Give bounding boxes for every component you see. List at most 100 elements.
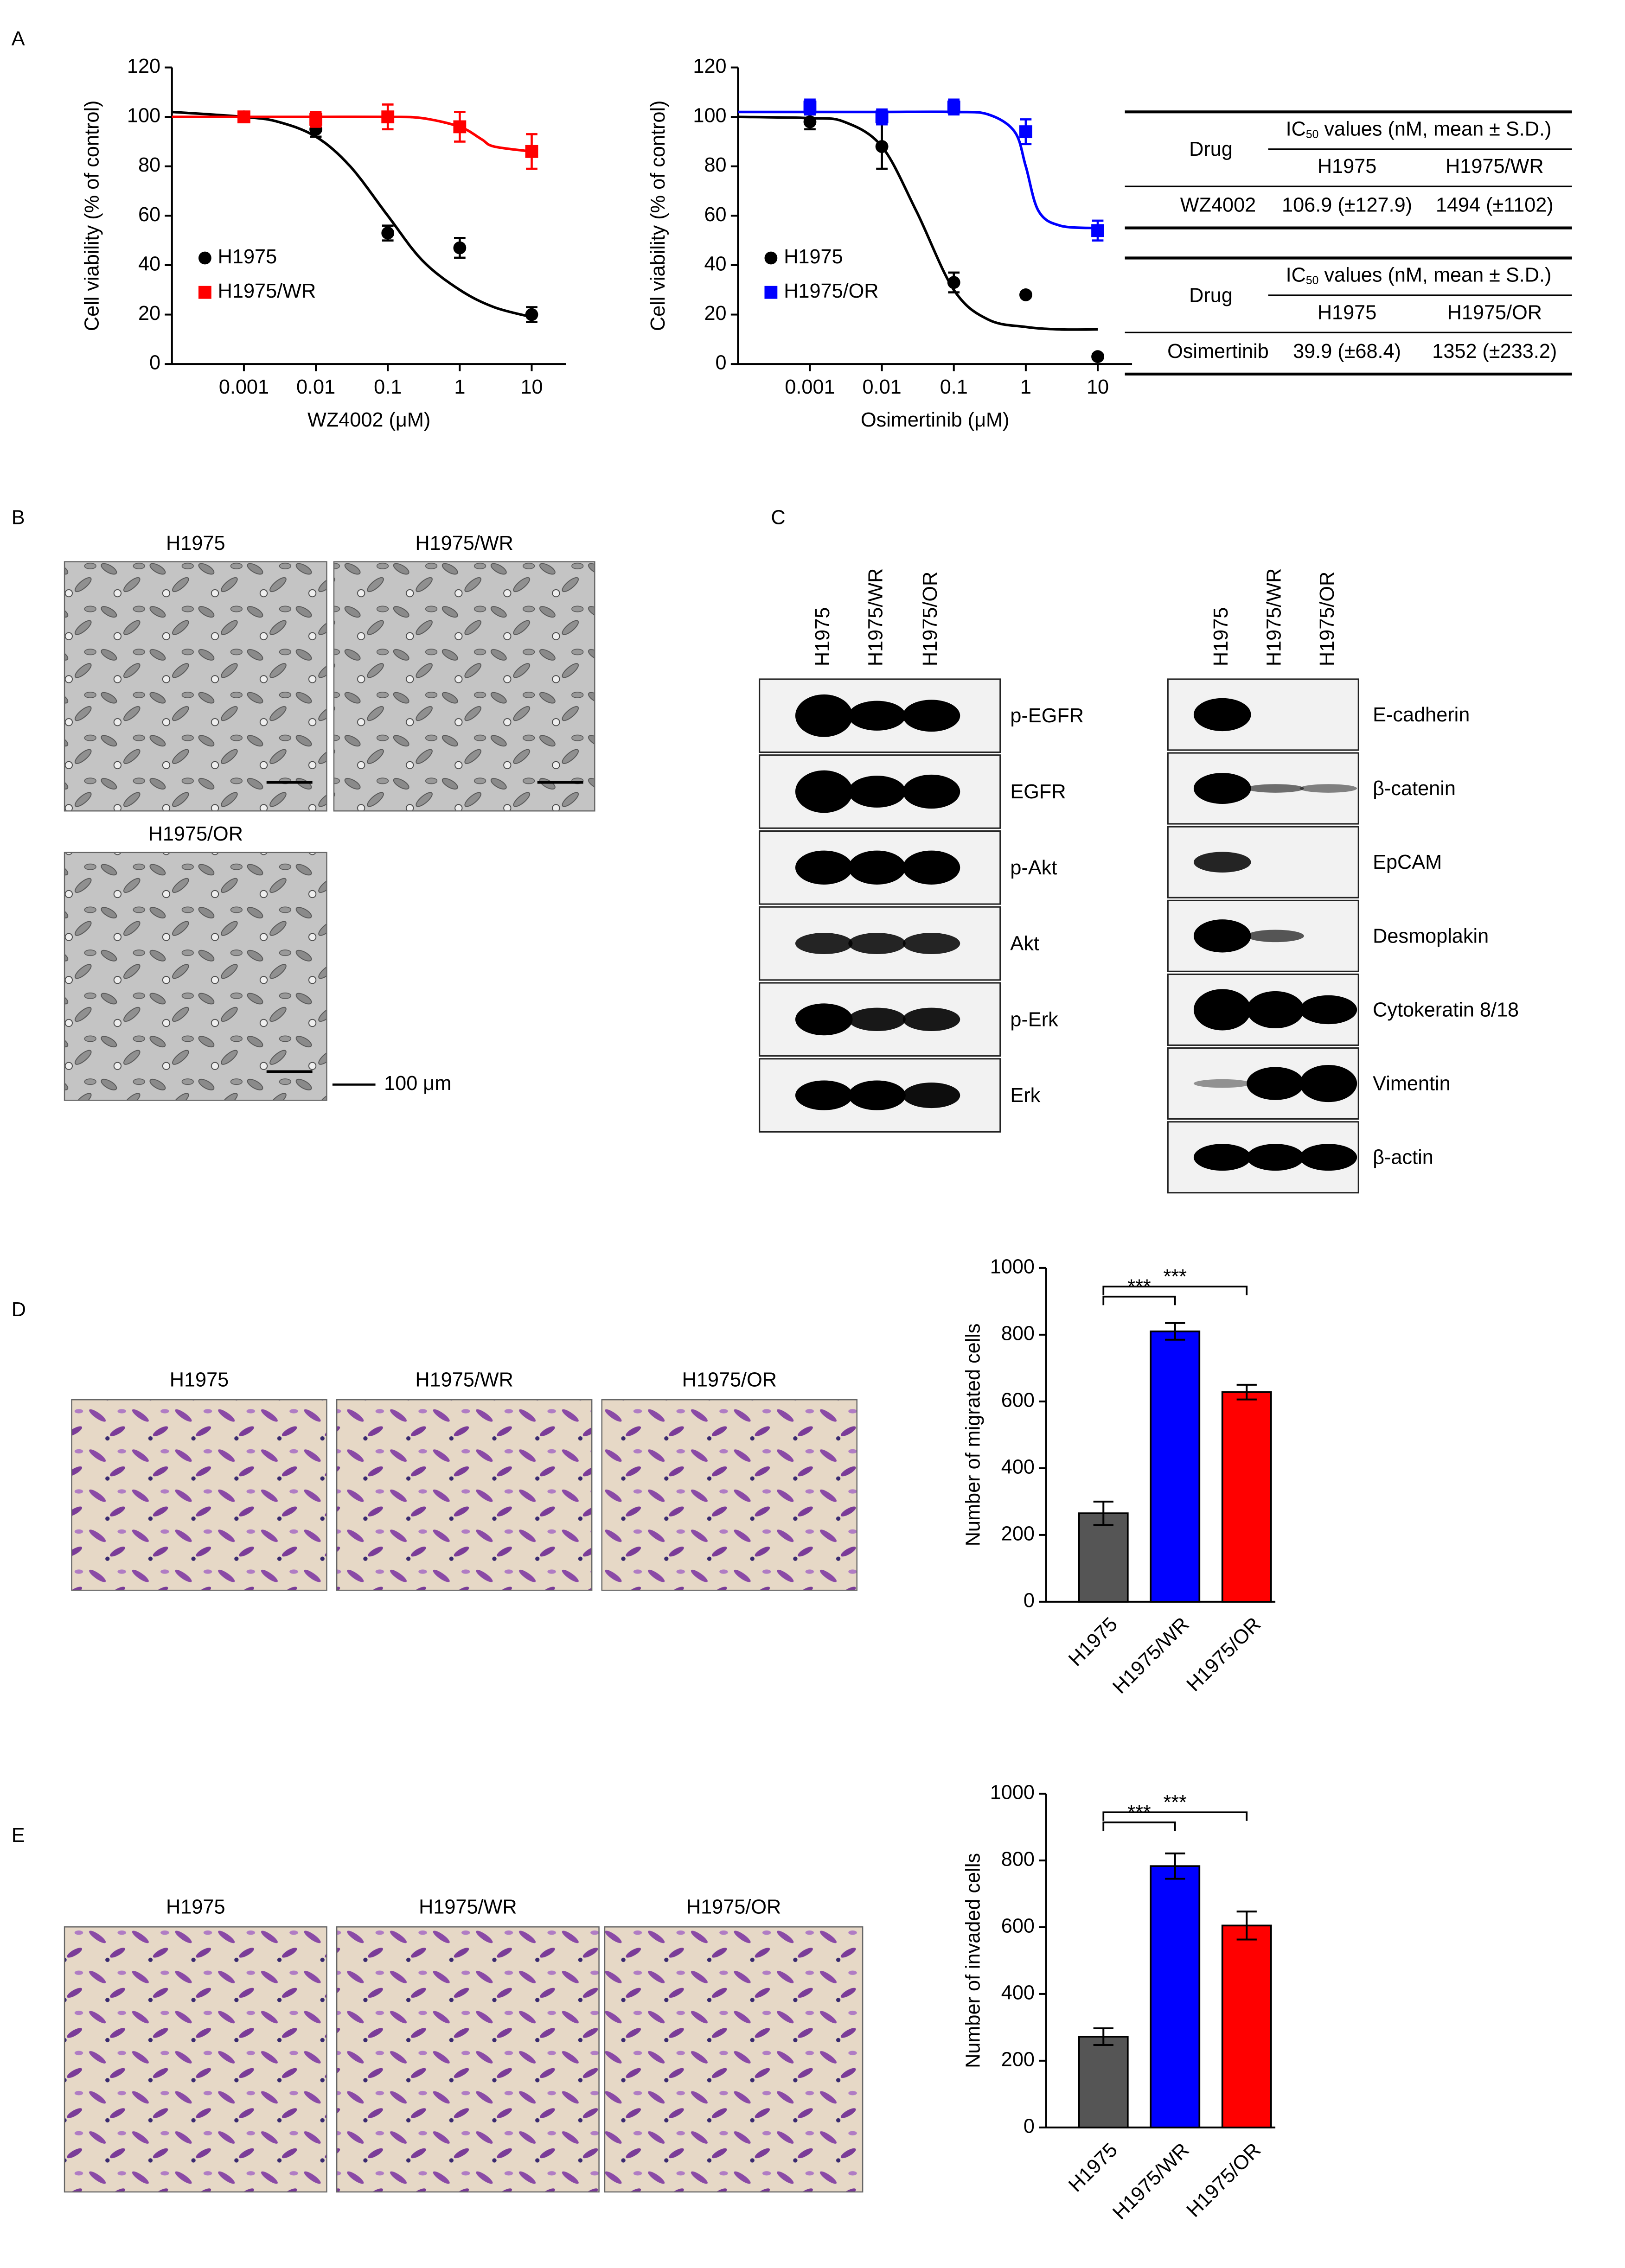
x-tick-label: H1975 [1064,2139,1122,2196]
marker [803,115,817,128]
blot-band [1193,698,1251,732]
marker [1091,350,1104,363]
lane-label: H1975/WR [1263,568,1285,667]
x-tick-label: 1 [454,376,465,398]
blot-band [1193,989,1251,1031]
y-tick-label: 1000 [990,1781,1035,1803]
protein-label: Vimentin [1373,1073,1451,1095]
marker [947,276,960,289]
x-tick-label: 0.01 [296,376,335,398]
protein-label: p-EGFR [1010,705,1084,727]
protein-label: β-catenin [1373,777,1456,800]
micrograph-title: H1975 [166,532,225,554]
blot-band [902,1007,960,1032]
micrograph [64,561,327,812]
significance-label: *** [1164,1791,1187,1814]
micrograph [604,1926,864,2193]
panel-label: C [771,506,785,529]
x-tick-label: 1 [1020,376,1031,398]
protein-label: Akt [1010,933,1039,955]
marker [381,110,395,124]
micrograph [64,852,327,1101]
blot-band [1247,991,1304,1029]
table-cell: Osimertinib [1167,340,1269,363]
marker [309,113,322,126]
ic-rest: values (nM, mean ± S.D.) [1318,264,1551,287]
x-tick-label: H1975/OR [1183,2139,1265,2221]
y-tick-label: 120 [693,55,726,77]
y-tick-label: 40 [704,253,726,275]
error-bar [1093,2027,1113,2046]
significance-bracket [1102,1295,1176,1306]
x-axis-label: Osimertinib (μM) [861,409,1009,431]
marker [1019,125,1032,139]
y-tick-label: 20 [138,302,160,325]
lane-label: H1975/OR [919,572,941,666]
blot-band [848,933,906,954]
micrograph-title: H1975/OR [148,823,243,845]
significance-label: *** [1164,1266,1187,1288]
marker [1019,288,1032,301]
lane-label: H1975 [812,607,834,666]
table-cell: 39.9 (±68.4) [1293,340,1401,363]
blot-band [902,774,960,809]
blot-band [795,1003,853,1036]
x-axis-label: WZ4002 (μM) [307,409,430,431]
table-column: H1975 [1318,155,1376,178]
protein-label: Desmoplakin [1373,925,1489,947]
blot-band [1247,1144,1304,1171]
y-tick-label: 0 [1024,2115,1035,2137]
table-cell: 1494 (±1102) [1436,194,1554,217]
blot-band [902,933,960,954]
ic-subscript: 50 [1306,128,1318,140]
y-tick-label: 80 [704,154,726,176]
table-cell: 106.9 (±127.9) [1282,194,1412,217]
x-tick-label: H1975 [1064,1613,1122,1670]
y-tick-label: 200 [1001,2048,1035,2071]
table-column: H1975/OR [1447,301,1542,324]
marker [381,226,395,240]
blot-band [1299,1064,1357,1102]
blot-band [848,1080,906,1110]
y-tick-label: 400 [1001,1456,1035,1478]
scale-bar-label: 100 μm [384,1072,451,1095]
protein-label: p-Akt [1010,857,1057,879]
micrograph [333,561,595,812]
bar [1221,1391,1272,1603]
x-tick-label: 0.01 [863,376,902,398]
x-tick-label: H1975/WR [1108,2139,1194,2224]
micrograph-title: H1975/WR [419,1896,517,1918]
error-bar [1236,1383,1257,1401]
marker [947,100,960,114]
micrograph [64,1926,327,2193]
blot-band [795,770,853,813]
y-tick-label: 100 [693,105,726,127]
x-tick-label: 0.1 [374,376,402,398]
blot-band [848,701,906,731]
x-tick-label: 10 [1087,376,1109,398]
y-axis-label: Number of migrated cells [962,1324,985,1547]
ic-subscript: 50 [1306,274,1318,287]
y-tick-label: 600 [1001,1389,1035,1411]
y-tick-label: 0 [1024,1589,1035,1612]
y-axis-label: Cell viability (% of control) [81,101,103,331]
significance-bracket [1102,1811,1248,1821]
legend-label: H1975 [218,246,277,268]
micrograph [601,1399,858,1591]
table-header: Drug [1189,138,1233,160]
fit-curve [172,110,532,319]
legend-marker [198,286,211,299]
legend-marker [198,251,211,265]
blot-band [1193,1144,1251,1171]
micrograph-title: H1975 [170,1369,229,1391]
protein-label: Cytokeratin 8/18 [1373,999,1519,1021]
blot-band [795,694,853,737]
panel-label: A [12,28,25,50]
lane-label: H1975/OR [1316,572,1338,666]
error-bar [1093,1500,1113,1526]
lane-label: H1975 [1210,607,1232,666]
blot-band [1247,784,1304,793]
panel-label: D [12,1299,26,1321]
